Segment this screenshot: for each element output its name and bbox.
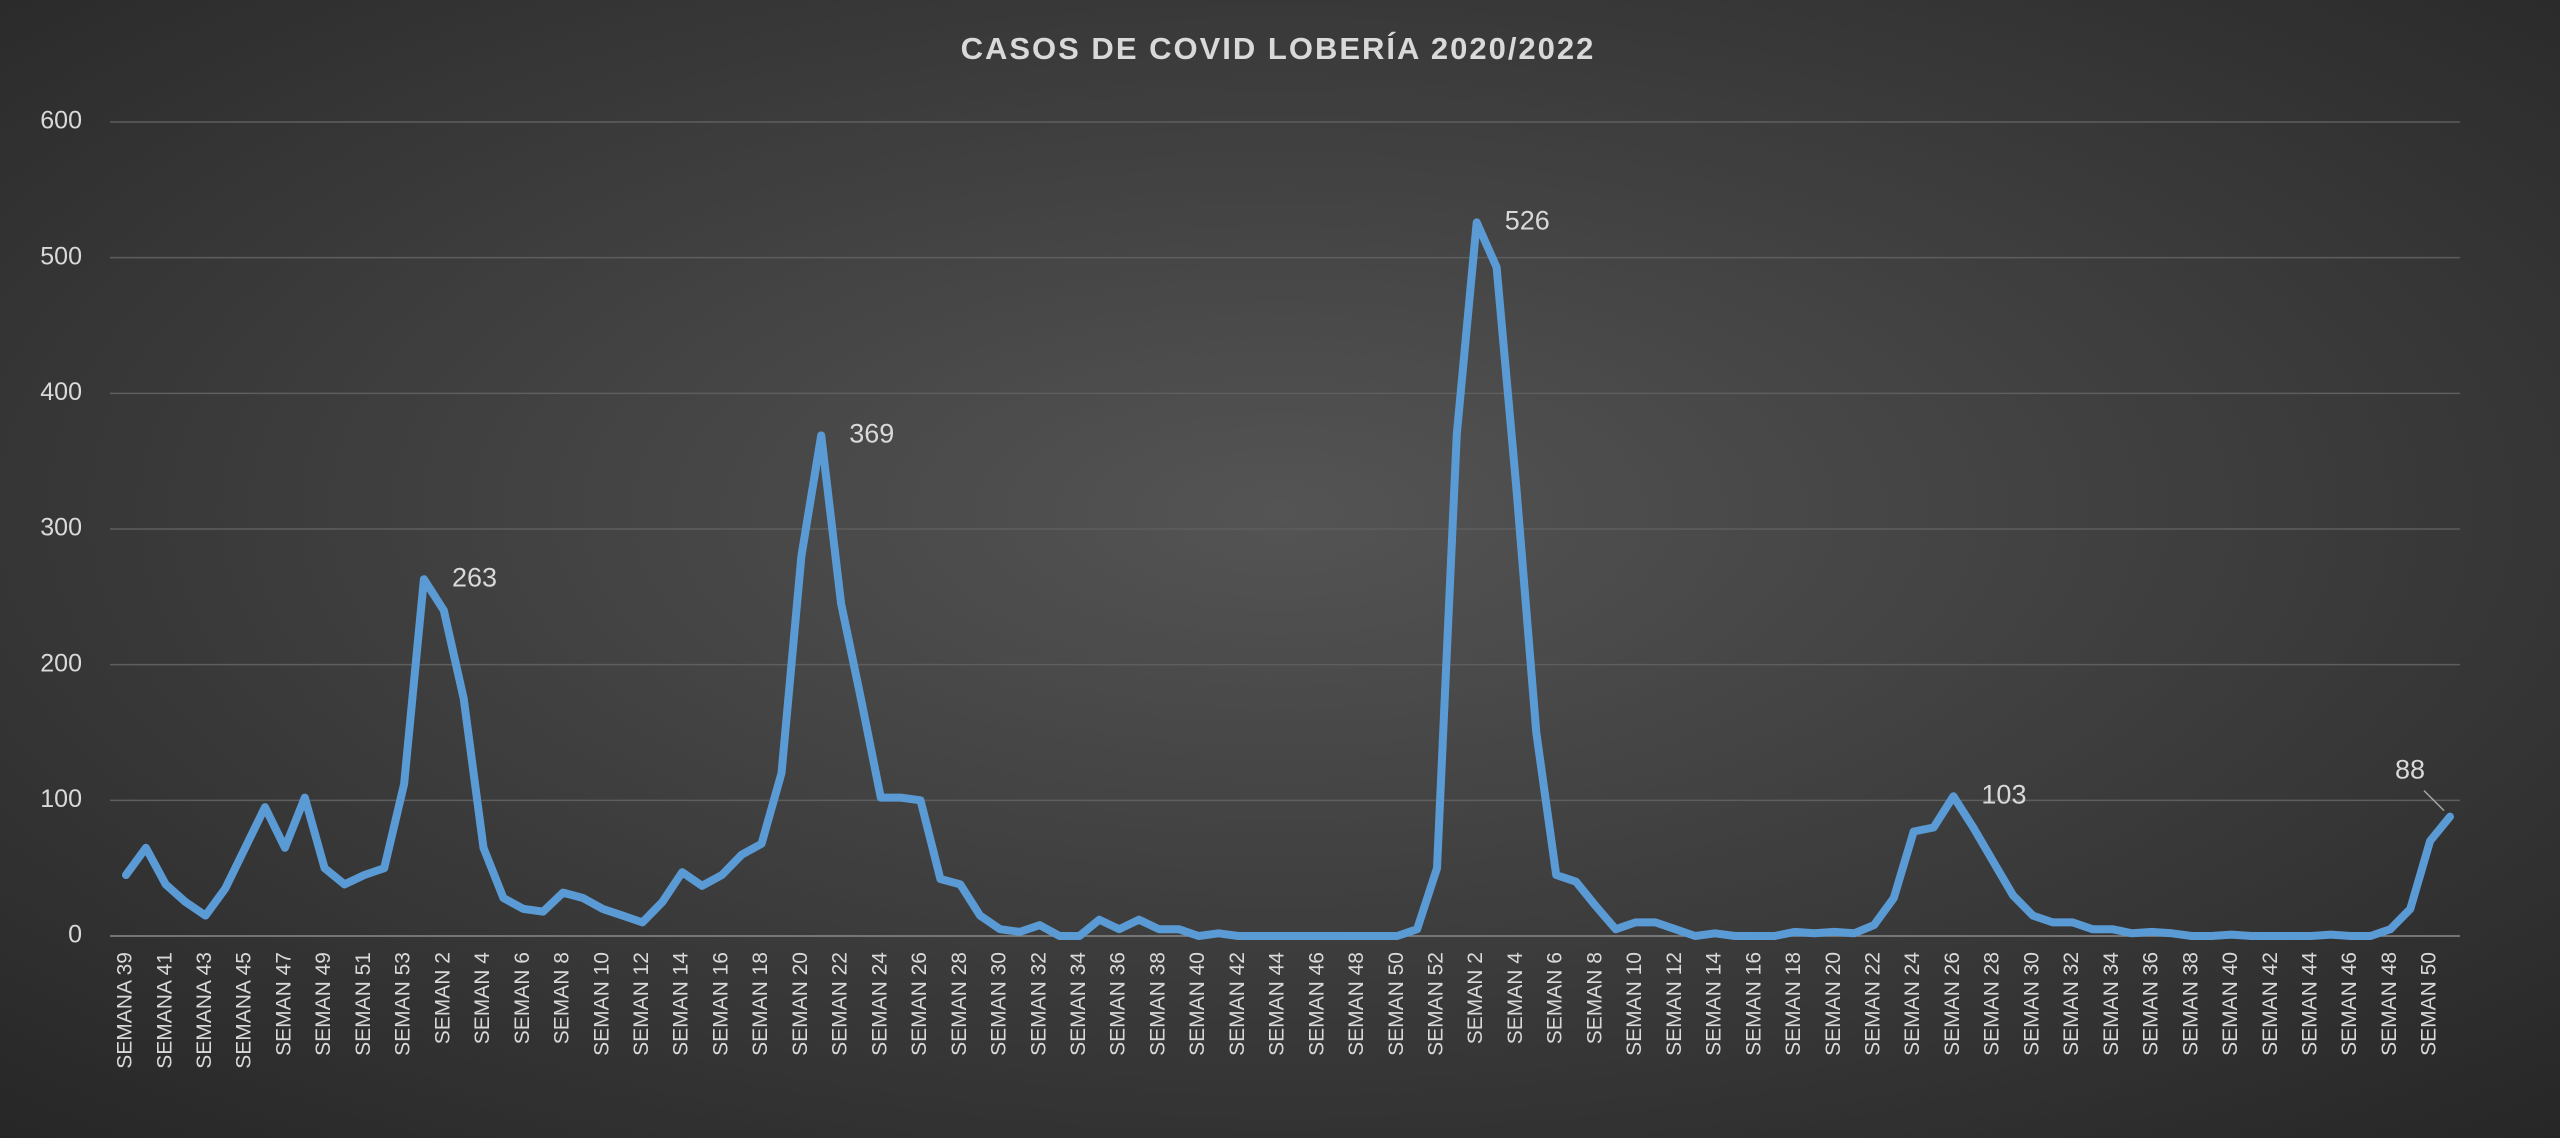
- y-tick-label: 300: [40, 514, 82, 542]
- x-tick-label: SEMAN 44: [2299, 952, 2322, 1056]
- x-tick-label: SEMAN 16: [1742, 952, 1765, 1056]
- chart-title: CASOS DE COVID LOBERÍA 2020/2022: [961, 31, 1596, 66]
- y-tick-label: 100: [40, 785, 82, 813]
- x-tick-label: SEMAN 28: [1981, 952, 2004, 1056]
- data-label: 88: [2395, 755, 2425, 785]
- x-tick-label: SEMAN 24: [1901, 952, 1924, 1056]
- x-tick-label: SEMAN 48: [2378, 952, 2401, 1056]
- x-tick-label: SEMAN 12: [630, 952, 653, 1056]
- x-tick-label: SEMAN 8: [1583, 952, 1606, 1044]
- x-tick-label: SEMAN 46: [1305, 952, 1328, 1056]
- x-tick-label: SEMAN 48: [1345, 952, 1368, 1056]
- x-tick-label: SEMAN 40: [1186, 952, 1209, 1056]
- x-tick-label: SEMANA 41: [153, 952, 176, 1069]
- x-tick-label: SEMAN 50: [2418, 952, 2441, 1056]
- x-tick-label: SEMAN 22: [1862, 952, 1885, 1056]
- x-tick-label: SEMAN 24: [868, 952, 891, 1056]
- x-tick-label: SEMAN 38: [1146, 952, 1169, 1056]
- y-tick-label: 0: [68, 921, 82, 949]
- y-tick-label: 500: [40, 242, 82, 270]
- x-tick-label: SEMAN 32: [1027, 952, 1050, 1056]
- x-tick-label: SEMAN 6: [1544, 952, 1567, 1044]
- x-tick-label: SEMAN 18: [749, 952, 772, 1056]
- x-tick-label: SEMAN 38: [2179, 952, 2202, 1056]
- x-tick-label: SEMAN 36: [1107, 952, 1130, 1056]
- x-tick-label: SEMAN 14: [670, 952, 693, 1056]
- x-tick-label: SEMAN 34: [2100, 952, 2123, 1056]
- x-tick-label: SEMAN 26: [908, 952, 931, 1056]
- x-tick-label: SEMAN 30: [988, 952, 1011, 1056]
- x-tick-label: SEMAN 10: [1623, 952, 1646, 1056]
- x-tick-label: SEMAN 2: [431, 952, 454, 1044]
- x-tick-label: SEMAN 10: [590, 952, 613, 1056]
- x-tick-label: SEMAN 40: [2219, 952, 2242, 1056]
- x-tick-label: SEMAN 20: [1822, 952, 1845, 1056]
- data-label: 526: [1505, 206, 1550, 236]
- x-tick-label: SEMAN 42: [1226, 952, 1249, 1056]
- x-tick-label: SEMAN 22: [829, 952, 852, 1056]
- x-tick-label: SEMAN 47: [272, 952, 295, 1056]
- y-tick-label: 200: [40, 649, 82, 677]
- x-tick-label: SEMAN 2: [1464, 952, 1487, 1044]
- x-tick-label: SEMANA 39: [114, 952, 137, 1069]
- x-tick-label: SEMAN 20: [789, 952, 812, 1056]
- x-tick-label: SEMAN 4: [1504, 952, 1527, 1045]
- data-label: 263: [452, 562, 497, 592]
- x-tick-label: SEMANA 45: [233, 952, 256, 1069]
- x-tick-label: SEMAN 50: [1385, 952, 1408, 1056]
- x-tick-label: SEMAN 53: [392, 952, 415, 1056]
- x-tick-label: SEMANA 43: [193, 952, 216, 1069]
- data-line: [122, 218, 2454, 940]
- x-tick-label: SEMAN 36: [2140, 952, 2163, 1056]
- x-tick-label: SEMAN 6: [511, 952, 534, 1044]
- x-tick-label: SEMAN 16: [709, 952, 732, 1056]
- data-label: 369: [849, 419, 894, 449]
- leader-line: [2423, 790, 2445, 812]
- data-label: 103: [1981, 779, 2026, 809]
- x-tick-label: SEMAN 18: [1782, 952, 1805, 1056]
- x-tick-label: SEMAN 44: [1266, 952, 1289, 1056]
- x-tick-label: SEMAN 14: [1703, 952, 1726, 1056]
- x-tick-label: SEMAN 49: [312, 952, 335, 1056]
- x-tick-label: SEMAN 30: [2020, 952, 2043, 1056]
- x-tick-label: SEMAN 4: [471, 952, 494, 1045]
- x-tick-label: SEMAN 8: [551, 952, 574, 1044]
- y-tick-label: 400: [40, 378, 82, 406]
- x-tick-label: SEMAN 28: [948, 952, 971, 1056]
- x-tick-label: SEMAN 32: [2060, 952, 2083, 1056]
- x-tick-label: SEMAN 52: [1425, 952, 1448, 1056]
- x-tick-label: SEMAN 51: [352, 952, 375, 1056]
- x-tick-label: SEMAN 12: [1663, 952, 1686, 1056]
- x-tick-label: SEMAN 46: [2338, 952, 2361, 1056]
- x-tick-label: SEMAN 34: [1067, 952, 1090, 1056]
- y-tick-label: 600: [40, 107, 82, 135]
- x-tick-label: SEMAN 42: [2259, 952, 2282, 1056]
- x-tick-label: SEMAN 26: [1941, 952, 1964, 1056]
